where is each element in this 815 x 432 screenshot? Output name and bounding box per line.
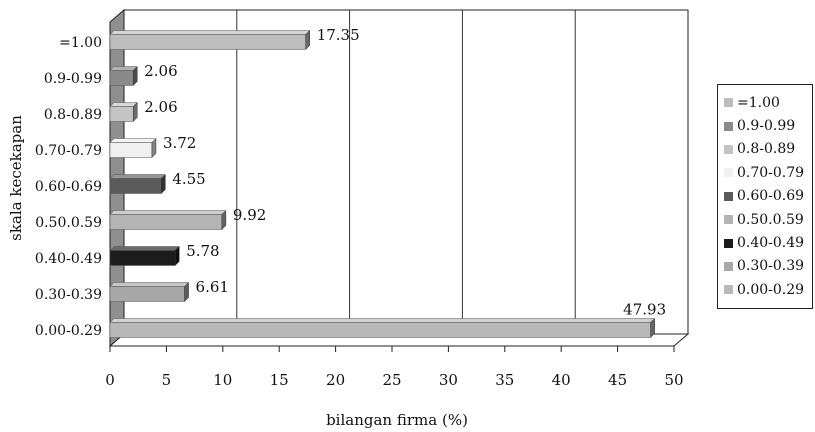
legend-item: 0.00-0.29 <box>718 278 812 301</box>
x-tick-label: 5 <box>162 371 172 389</box>
bar <box>109 245 180 267</box>
bar <box>109 281 190 303</box>
legend-swatch <box>724 191 733 201</box>
bar <box>109 209 227 231</box>
bar <box>109 101 138 123</box>
legend-label: 0.30-0.39 <box>737 258 805 275</box>
x-tick-label: 10 <box>213 371 232 389</box>
x-tick-label: 25 <box>382 371 401 389</box>
bar-value-label: 4.55 <box>172 170 205 188</box>
legend-item: 0.70-0.79 <box>718 161 812 184</box>
y-tick-label: 0.60-0.69 <box>35 179 102 195</box>
bar <box>109 317 656 339</box>
y-tick-label: 0.50.0.59 <box>35 215 102 231</box>
legend-swatch <box>724 98 733 108</box>
x-tick-label: 15 <box>270 371 289 389</box>
x-axis-label: bilangan firma (%) <box>326 411 468 429</box>
y-tick-label: 0.9-0.99 <box>44 71 102 87</box>
bar <box>109 65 138 87</box>
y-axis-label: skala kecekapan <box>7 115 25 241</box>
legend-label: 0.00-0.29 <box>737 281 805 298</box>
y-tick-label: =1.00 <box>59 35 102 51</box>
bar-value-label: 3.72 <box>163 134 196 152</box>
legend-swatch <box>724 238 733 248</box>
bar-value-label: 9.92 <box>233 206 266 224</box>
legend-label: 0.70-0.79 <box>737 164 805 181</box>
x-tick-labels: 0 5 10 15 20 25 30 35 40 45 50 <box>105 346 684 389</box>
bar-value-label: 5.78 <box>186 242 219 260</box>
legend-swatch <box>724 285 733 295</box>
bar <box>109 173 166 195</box>
legend-item: 0.40-0.49 <box>718 231 812 254</box>
bar-value-label: 17.35 <box>317 26 360 44</box>
legend-swatch <box>724 215 733 225</box>
x-tick-label: 30 <box>439 371 458 389</box>
x-tick-label: 45 <box>608 371 627 389</box>
grid-lines <box>236 10 576 334</box>
legend-label: 0.40-0.49 <box>737 235 805 252</box>
legend-item: 0.60-0.69 <box>718 185 812 208</box>
legend: =1.00 0.9-0.99 0.8-0.89 0.70-0.79 0.60-0.69 0… <box>717 84 813 309</box>
x-tick-label: 35 <box>495 371 514 389</box>
bar <box>109 137 157 159</box>
y-tick-labels: 0.00-0.29 0.30-0.39 0.40-0.49 0.50.0.59 0.60… <box>35 35 102 339</box>
x-tick-label: 20 <box>326 371 345 389</box>
legend-swatch <box>724 261 733 271</box>
legend-swatch <box>724 144 733 154</box>
y-tick-label: 0.40-0.49 <box>35 251 102 267</box>
bar-value-label: 6.61 <box>196 278 229 296</box>
y-tick-label: 0.8-0.89 <box>44 107 102 123</box>
legend-label: 0.8-0.89 <box>737 141 796 158</box>
x-tick-label: 50 <box>664 371 683 389</box>
legend-label: 0.50.0.59 <box>737 211 804 228</box>
legend-item: 0.50.0.59 <box>718 208 812 231</box>
legend-item: 0.30-0.39 <box>718 255 812 278</box>
legend-item: 0.8-0.89 <box>718 138 812 161</box>
x-tick-label: 40 <box>552 371 571 389</box>
x-tick-label: 0 <box>105 371 115 389</box>
legend-swatch <box>724 168 733 178</box>
legend-label: 0.60-0.69 <box>737 188 805 205</box>
bar-value-label: 47.93 <box>623 301 666 319</box>
y-tick-label: 0.30-0.39 <box>35 287 102 303</box>
legend-label: 0.9-0.99 <box>737 118 796 135</box>
y-tick-label: 0.00-0.29 <box>35 323 102 339</box>
legend-item: 0.9-0.99 <box>718 114 812 137</box>
legend-label: =1.00 <box>737 94 780 111</box>
bar <box>109 29 311 51</box>
bar-value-label: 2.06 <box>144 62 177 80</box>
legend-swatch <box>724 121 733 131</box>
bars: 47.93 6.61 5.78 9.92 4.55 3.72 2.06 2.06 17.35 <box>109 26 666 339</box>
bar-value-label: 2.06 <box>144 98 177 116</box>
y-tick-label: 0.70-0.79 <box>35 143 102 159</box>
legend-item: =1.00 <box>718 91 812 114</box>
